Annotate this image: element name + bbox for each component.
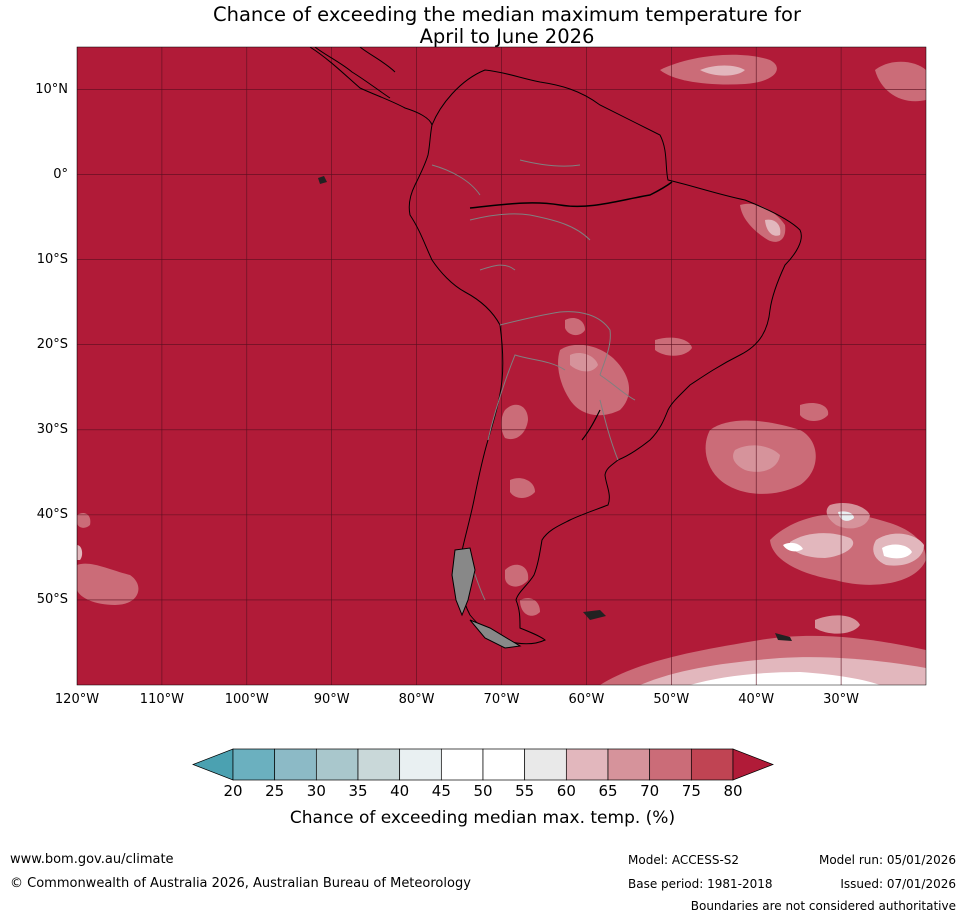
central-america-coastline <box>314 47 396 99</box>
colorbar-tick-label: 75 <box>681 782 701 800</box>
longitude-label: 30°W <box>823 692 860 707</box>
rio-de-la-plata <box>581 409 601 441</box>
patch-south-atlantic-bottom <box>600 615 926 685</box>
colorbar <box>192 748 774 781</box>
galapagos-islands <box>318 176 327 184</box>
colorbar-tick-label: 80 <box>723 782 743 800</box>
colorbar-segment <box>607 748 651 781</box>
map-title-line2: April to June 2026 <box>419 25 595 48</box>
patch-south-atlantic-mid <box>705 403 829 494</box>
colorbar-segment <box>649 748 692 781</box>
colorbar-tick-label: 60 <box>556 782 576 800</box>
patch-southeast-atlantic <box>770 503 926 585</box>
patch-north-atlantic <box>660 54 926 102</box>
colorbar-segment <box>274 748 317 781</box>
patch-pacific-south <box>77 513 139 605</box>
colorbar-tick-label: 70 <box>640 782 660 800</box>
copyright-text: © Commonwealth of Australia 2026, Austra… <box>10 876 471 891</box>
colorbar-label: Chance of exceeding median max. temp. (%… <box>289 808 676 828</box>
longitude-label: 90°W <box>313 692 350 707</box>
south-america-coastline <box>309 47 802 645</box>
longitude-label: 50°W <box>653 692 690 707</box>
colorbar-tick-label: 55 <box>515 782 535 800</box>
colorbar-segment <box>524 748 567 781</box>
longitude-label: 40°W <box>738 692 775 707</box>
longitude-label: 110°W <box>139 692 184 707</box>
colorbar-segment <box>232 748 276 781</box>
colorbar-segment <box>357 748 401 781</box>
longitude-label: 100°W <box>224 692 269 707</box>
map-title: Chance of exceeding the median maximum t… <box>0 4 965 48</box>
map-frame <box>76 46 927 686</box>
map-title-line1: Chance of exceeding the median maximum t… <box>212 3 802 26</box>
latitude-label: 10°N <box>35 81 68 97</box>
issued-text: Issued: 07/01/2026 <box>840 877 956 891</box>
colorbar-tick-label: 40 <box>390 782 410 800</box>
model-text: Model: ACCESS-S2 <box>628 853 740 867</box>
probability-patches <box>77 54 926 685</box>
colorbar-tick-label: 20 <box>223 782 243 800</box>
colorbar-tick-label: 65 <box>598 782 618 800</box>
colorbar-tick-label: 45 <box>431 782 451 800</box>
longitude-label: 120°W <box>54 692 100 707</box>
colorbar-segment <box>399 748 442 781</box>
longitude-label: 70°W <box>483 692 520 707</box>
country-borders <box>431 159 636 601</box>
colorbar-segment <box>565 748 609 781</box>
model-run-text: Model run: 05/01/2026 <box>818 853 956 867</box>
map-panel <box>77 47 926 685</box>
disclaimer-text: Boundaries are not considered authoritat… <box>690 899 956 913</box>
colorbar-segment <box>482 748 526 781</box>
patch-land-interior <box>501 203 786 616</box>
longitude-label: 60°W <box>568 692 605 707</box>
latitude-label: 20°S <box>36 336 68 352</box>
longitude-label: 80°W <box>398 692 435 707</box>
base-period-text: Base period: 1981-2018 <box>628 877 773 891</box>
map-gridlines <box>77 47 926 685</box>
colorbar-segment <box>315 748 359 781</box>
colorbar-tick-label: 35 <box>348 782 368 800</box>
amazon-river <box>469 181 673 209</box>
latitude-label: 50°S <box>36 591 68 607</box>
colorbar-extend-low <box>192 748 234 781</box>
colorbar-tick-label: 50 <box>473 782 493 800</box>
latitude-label: 40°S <box>36 506 68 522</box>
latitude-label: 30°S <box>36 421 68 437</box>
website-link[interactable]: www.bom.gov.au/climate <box>10 852 174 867</box>
latitude-label: 0° <box>53 166 68 182</box>
latitude-label: 10°S <box>36 251 68 267</box>
colorbar-tick-label: 30 <box>306 782 326 800</box>
colorbar-tick-label: 25 <box>265 782 285 800</box>
patagonia-islands <box>451 547 792 649</box>
colorbar-segment <box>440 748 484 781</box>
colorbar-extend-high <box>732 748 774 781</box>
colorbar-segment <box>690 748 734 781</box>
